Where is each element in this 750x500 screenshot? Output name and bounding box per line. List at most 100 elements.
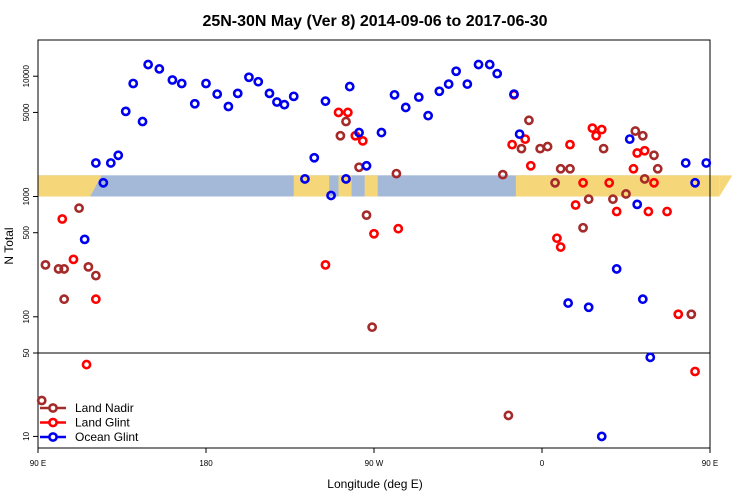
- data-point: [176, 78, 187, 89]
- data-point: [326, 190, 336, 201]
- data-point: [516, 143, 527, 154]
- y-tick-label: 100: [22, 310, 31, 324]
- x-tick-label: 0: [540, 459, 545, 468]
- data-point: [608, 194, 618, 205]
- y-tick-label: 10: [22, 431, 31, 440]
- legend-marker-land-glint: [48, 417, 58, 428]
- series-ocean-glint: [79, 59, 712, 442]
- band-transition-2: [719, 175, 733, 197]
- data-point: [189, 98, 200, 109]
- data-point: [565, 139, 575, 150]
- data-point: [167, 75, 178, 85]
- data-point: [649, 150, 659, 161]
- data-point: [279, 99, 290, 110]
- coverage-band: [38, 175, 733, 197]
- data-point: [423, 110, 434, 121]
- y-tick-label: 50: [22, 348, 31, 357]
- chart-title: 25N-30N May (Ver 8) 2014-09-06 to 2017-0…: [202, 13, 547, 30]
- data-point: [201, 78, 211, 89]
- legend-marker-land-nadir: [48, 403, 58, 413]
- data-point: [36, 395, 47, 406]
- band-yellow-3: [364, 175, 378, 197]
- data-point: [680, 158, 691, 168]
- legend-label-ocean-glint: Ocean Glint: [75, 430, 139, 444]
- data-point: [79, 234, 90, 245]
- band-transition-1: [519, 175, 528, 197]
- data-point: [563, 298, 574, 308]
- data-point: [83, 261, 94, 272]
- data-point: [344, 81, 355, 92]
- data-point: [552, 233, 562, 244]
- data-point: [342, 107, 353, 118]
- data-point: [639, 174, 650, 184]
- data-point: [690, 177, 700, 188]
- data-point: [637, 130, 648, 141]
- data-point: [509, 89, 519, 100]
- x-tick-label: 90 W: [365, 459, 384, 468]
- data-point: [550, 177, 560, 188]
- data-point: [628, 163, 639, 174]
- data-point: [143, 59, 154, 70]
- x-tick-label: 90 E: [702, 459, 718, 468]
- x-tick-label: 180: [199, 459, 213, 468]
- legend-label-land-nadir: Land Nadir: [75, 401, 134, 415]
- series-land-nadir: [36, 115, 697, 421]
- data-point: [630, 126, 641, 136]
- band-yellow-0: [38, 175, 91, 197]
- data-point: [232, 88, 243, 99]
- data-point: [632, 199, 643, 210]
- axis-ticks: 90 E 180 90 W 0 90 E 100 500 1000 5000 10000 10 50: [22, 65, 718, 468]
- data-point: [591, 130, 602, 141]
- data-point: [503, 410, 514, 421]
- data-point: [90, 294, 101, 305]
- data-point: [578, 177, 588, 188]
- data-point: [137, 116, 148, 127]
- data-point: [300, 174, 310, 184]
- data-points: [36, 59, 712, 442]
- data-point: [555, 163, 566, 174]
- data-point: [40, 260, 51, 270]
- data-point: [649, 177, 659, 188]
- data-point: [565, 163, 575, 174]
- data-point: [690, 366, 700, 377]
- data-point: [288, 91, 299, 102]
- data-point: [587, 123, 598, 134]
- data-point: [662, 206, 672, 217]
- data-point: [639, 145, 650, 156]
- data-point: [341, 116, 351, 127]
- data-point: [596, 124, 607, 135]
- data-point: [652, 163, 663, 174]
- data-point: [376, 127, 387, 138]
- data-point: [361, 210, 372, 221]
- data-point: [497, 169, 508, 180]
- data-point: [583, 302, 594, 313]
- data-point: [154, 64, 165, 74]
- data-point: [354, 127, 364, 138]
- data-point: [81, 359, 92, 370]
- data-point: [367, 322, 378, 333]
- y-tick-label: 1000: [22, 187, 31, 205]
- data-point: [443, 79, 454, 89]
- data-point: [113, 150, 124, 161]
- data-point: [369, 228, 379, 239]
- data-point: [90, 270, 101, 281]
- data-point: [583, 194, 594, 205]
- data-point: [361, 160, 372, 171]
- band-edge: [75, 175, 102, 197]
- data-point: [341, 174, 351, 184]
- data-point: [393, 223, 404, 234]
- data-point: [570, 200, 581, 210]
- data-point: [320, 260, 331, 270]
- data-point: [253, 76, 264, 87]
- y-tick-label: 10000: [22, 65, 31, 88]
- data-point: [611, 206, 622, 217]
- y-tick-label: 5000: [22, 103, 31, 121]
- data-point: [223, 101, 234, 112]
- data-point: [637, 294, 648, 305]
- y-axis-label: N Total: [2, 227, 16, 264]
- data-point: [389, 89, 400, 100]
- data-point: [244, 72, 254, 83]
- data-point: [120, 106, 131, 117]
